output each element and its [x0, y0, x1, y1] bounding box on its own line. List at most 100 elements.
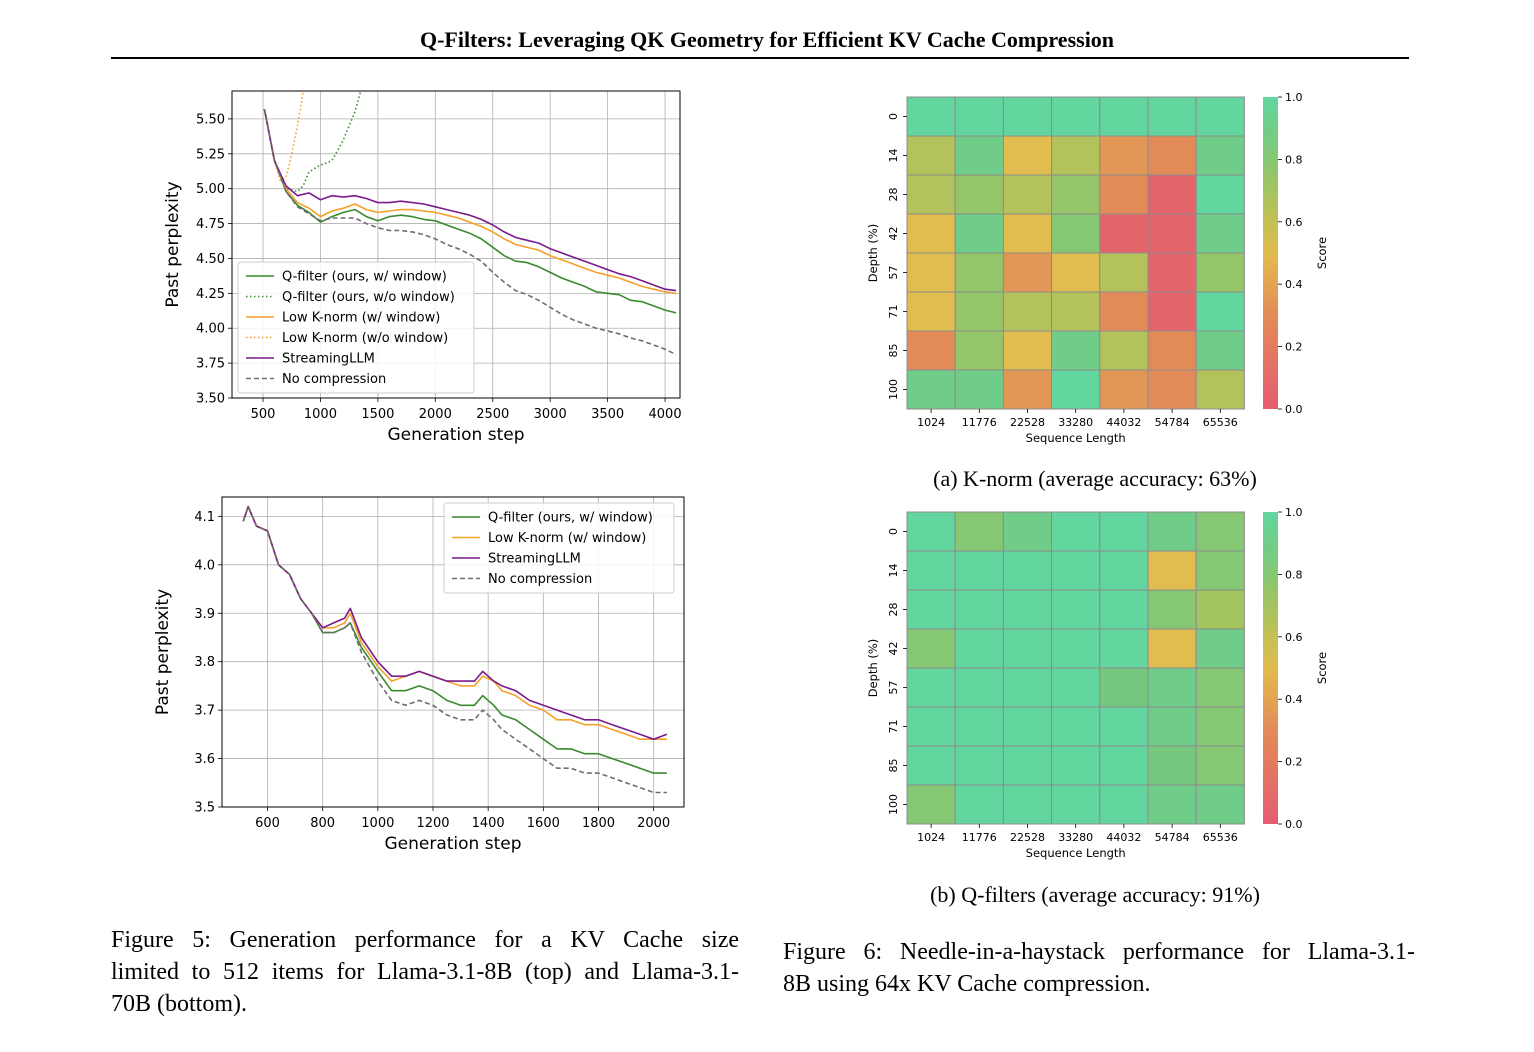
heatmap-cell	[1051, 213, 1101, 254]
y-tick-label: 85	[887, 759, 900, 773]
heatmap-cell	[1147, 550, 1197, 591]
y-tick-label: 71	[887, 305, 900, 319]
colorbar-tick-label: 0.4	[1285, 693, 1303, 706]
page-header: Q-Filters: Leveraging QK Geometry for Ef…	[419, 27, 1115, 52]
y-tick-label: 100	[887, 794, 900, 815]
heatmap-cell	[1002, 628, 1053, 669]
heatmap-cell	[954, 667, 1004, 708]
x-axis-label: Generation step	[384, 834, 521, 854]
heatmap-cell	[906, 745, 956, 786]
y-tick-label: 3.8	[194, 655, 215, 670]
heatmap-cell	[906, 369, 956, 410]
heatmap-cell	[1002, 213, 1053, 254]
heatmap-cell	[906, 667, 956, 708]
heatmap-cell	[1099, 628, 1149, 669]
heatmap-cell	[1051, 96, 1101, 137]
y-axis-label: Past perplexity	[153, 589, 173, 715]
x-tick-label: 2000	[419, 407, 452, 422]
x-tick-label: 600	[255, 816, 280, 831]
series-line-no-compression	[263, 108, 677, 356]
x-tick-label: 11776	[962, 416, 997, 429]
x-tick-label: 54784	[1155, 416, 1190, 429]
heatmap-cell	[1195, 96, 1245, 137]
heatmap-cell	[1002, 550, 1053, 591]
heatmap-cell	[906, 174, 956, 215]
heatmap-cell	[1195, 745, 1245, 786]
legend-label: StreamingLLM	[282, 352, 375, 367]
heatmap-cell	[1099, 252, 1149, 293]
heatmap-cell	[1002, 706, 1053, 747]
heatmap-cell	[1147, 667, 1197, 708]
heatmap-cell	[1051, 745, 1101, 786]
y-tick-label: 4.75	[196, 217, 225, 232]
fig5-bottom-chart: 600 800 1000 1200 1400 1600 1800 2000 3.5 3.6 3.7 3…	[153, 496, 685, 854]
y-tick-label: 71	[887, 720, 900, 734]
y-tick-label: 42	[887, 227, 900, 241]
heatmap-cell	[954, 330, 1004, 371]
heatmap-cell	[954, 252, 1004, 293]
y-tick-label: 57	[887, 681, 900, 695]
x-tick-label: 1500	[361, 407, 394, 422]
heatmap-cell	[1195, 550, 1245, 591]
heatmap-cell	[1002, 291, 1053, 332]
colorbar-tick-label: 0.6	[1285, 631, 1303, 644]
x-axis-label: Generation step	[387, 425, 524, 445]
heatmap-cell	[1051, 330, 1101, 371]
heatmap-cell	[1051, 667, 1101, 708]
x-tick-label: 1600	[527, 816, 560, 831]
x-tick-label: 1000	[361, 816, 394, 831]
heatmap-cell	[1099, 550, 1149, 591]
heatmap-cell	[906, 511, 956, 552]
y-tick-label: 4.1	[194, 510, 215, 525]
heatmap-cell	[1002, 135, 1053, 176]
legend-box	[237, 261, 475, 394]
y-tick-label: 3.6	[194, 752, 215, 767]
y-tick-label: 5.00	[196, 182, 225, 197]
heatmap-cell	[1051, 291, 1101, 332]
x-tick-label: 1800	[582, 816, 615, 831]
x-axis-label: Sequence Length	[1026, 431, 1126, 445]
heatmap-cell	[1195, 369, 1245, 410]
heatmap-cell	[1002, 369, 1053, 410]
y-tick-label: 3.7	[194, 704, 215, 719]
y-tick-label: 42	[887, 642, 900, 656]
heatmap-cell	[1099, 135, 1149, 176]
x-tick-label: 65536	[1203, 416, 1238, 429]
heatmap-cell	[1147, 174, 1197, 215]
x-axis-label: Sequence Length	[1026, 846, 1126, 860]
series-line-streamingllm	[263, 108, 677, 292]
x-tick-label: 2000	[637, 816, 670, 831]
x-tick-label: 33280	[1058, 831, 1093, 844]
legend-label: Q-filter (ours, w/ window)	[282, 270, 447, 285]
legend-label: No compression	[282, 372, 386, 387]
heatmap-cell	[1002, 784, 1053, 825]
heatmap-cell	[1195, 135, 1245, 176]
y-tick-label: 3.75	[196, 357, 225, 372]
x-tick-label: 3500	[591, 407, 624, 422]
fig6a-heatmap: 1024 11776 22528 33280 44032 54784 65536 0 14 28 4…	[866, 91, 1329, 445]
y-tick-label: 4.0	[194, 558, 215, 573]
colorbar-tick-label: 0.6	[1285, 216, 1303, 229]
heatmap-cell	[954, 174, 1004, 215]
heatmap-cell	[1195, 589, 1245, 630]
heatmap-cell	[906, 628, 956, 669]
heatmap-cell	[1099, 369, 1149, 410]
heatmap-cell	[1002, 330, 1053, 371]
x-tick-label: 33280	[1058, 416, 1093, 429]
x-tick-label: 1400	[472, 816, 505, 831]
x-tick-label: 11776	[962, 831, 997, 844]
y-tick-label: 85	[887, 344, 900, 358]
heatmap-cell	[954, 291, 1004, 332]
heatmap-cell	[1099, 291, 1149, 332]
plot-frame	[221, 496, 685, 808]
heatmap-cell	[1147, 745, 1197, 786]
heatmap-cell	[1051, 511, 1101, 552]
y-tick-label: 0	[887, 113, 900, 120]
heatmap-cell	[1099, 213, 1149, 254]
heatmap-cell	[1099, 511, 1149, 552]
legend: Q-filter (ours, w/ window) Low K-norm (w/…	[443, 502, 675, 594]
heatmap-cell	[906, 291, 956, 332]
figure5-caption-line: limited to 512 items for Llama-3.1-8B (t…	[111, 959, 739, 985]
x-tick-label: 3000	[534, 407, 567, 422]
y-tick-label: 3.5	[194, 801, 215, 816]
